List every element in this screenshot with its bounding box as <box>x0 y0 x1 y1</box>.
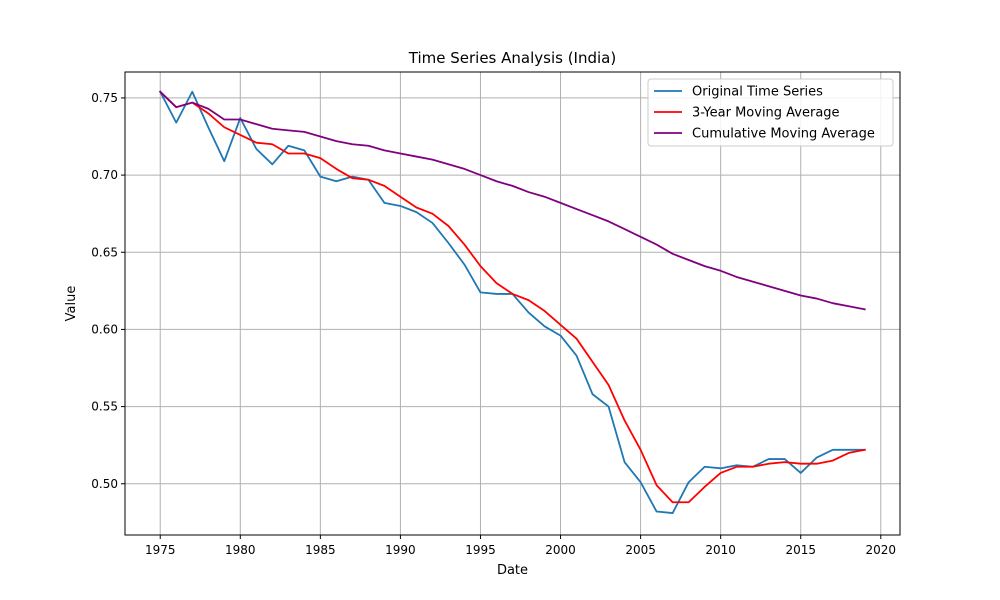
legend-entry: 3-Year Moving Average <box>654 106 840 121</box>
chart-title: Time Series Analysis (India) <box>408 49 616 67</box>
y-axis-ticks: 0.50 0.55 0.60 0.65 0.70 0.75 <box>91 91 125 491</box>
y-tick-label: 0.75 <box>91 91 118 105</box>
series-layer <box>158 90 866 514</box>
x-tick-label: 2010 <box>705 543 736 557</box>
y-tick-label: 0.70 <box>91 168 118 182</box>
series-line-cumulative-moving-average <box>158 90 866 311</box>
x-tick-label: 1985 <box>305 543 336 557</box>
y-tick-label: 0.55 <box>91 400 118 414</box>
legend-label: Cumulative Moving Average <box>692 127 875 142</box>
legend-label: Original Time Series <box>692 85 823 100</box>
plot-frame <box>124 71 901 536</box>
y-axis-label: Value <box>64 286 79 322</box>
x-tick-label: 2005 <box>625 543 656 557</box>
x-tick-label: 1995 <box>465 543 496 557</box>
x-tick-label: 2015 <box>785 543 816 557</box>
series-line-original-time-series <box>159 90 866 514</box>
legend: Original Time Series 3-Year Moving Averag… <box>647 78 894 147</box>
x-axis-label: Date <box>497 563 528 578</box>
legend-entry: Original Time Series <box>654 85 823 100</box>
y-tick-label: 0.60 <box>91 322 118 336</box>
x-tick-label: 1990 <box>385 543 416 557</box>
series-line-3-year-moving-average <box>158 90 866 504</box>
x-tick-label: 1975 <box>145 543 176 557</box>
y-tick-label: 0.50 <box>91 477 118 491</box>
x-axis-ticks: 1975 1980 1985 1990 1995 2000 2005 2010 2015 2020 <box>145 535 896 557</box>
grid <box>125 72 900 535</box>
y-tick-label: 0.65 <box>91 245 118 259</box>
x-tick-label: 1980 <box>225 543 256 557</box>
x-tick-label: 2020 <box>866 543 897 557</box>
legend-entry: Cumulative Moving Average <box>654 127 875 142</box>
legend-label: 3-Year Moving Average <box>692 106 840 121</box>
x-tick-label: 2000 <box>545 543 576 557</box>
legend-box <box>647 78 894 147</box>
